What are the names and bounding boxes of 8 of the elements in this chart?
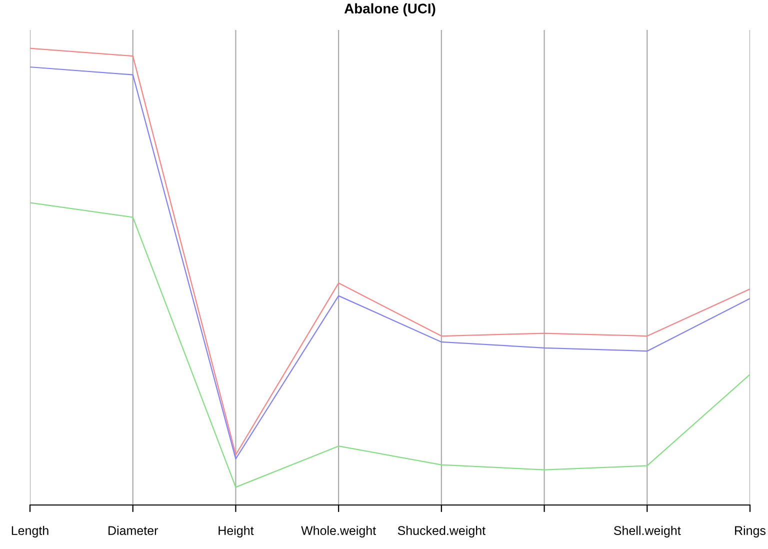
x-tick-label: Rings	[735, 526, 766, 538]
chart-title: Abalone (UCI)	[344, 3, 436, 16]
x-tick-label: Length	[12, 526, 48, 538]
x-tick-label: Diameter	[108, 526, 158, 536]
x-tick-label: Whole.weight	[301, 526, 376, 538]
x-tick-label: Height	[218, 526, 254, 538]
x-tick-label: Shell.weight	[614, 526, 681, 538]
x-tick-label: Shucked.weight	[398, 526, 486, 538]
